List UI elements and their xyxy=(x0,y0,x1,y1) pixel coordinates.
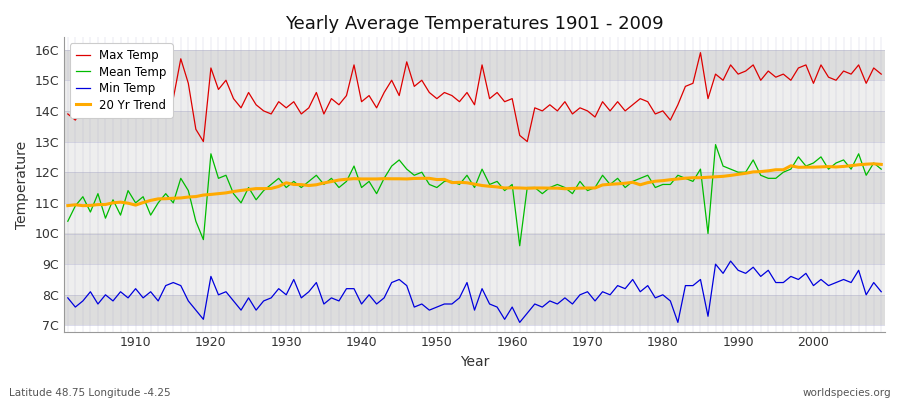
Min Temp xyxy=(605,292,616,297)
Y-axis label: Temperature: Temperature xyxy=(15,140,29,228)
Min Temp xyxy=(507,305,517,310)
Min Temp xyxy=(62,296,73,300)
20 Yr Trend xyxy=(514,186,525,190)
20 Yr Trend xyxy=(77,203,88,208)
Bar xyxy=(64,295,885,326)
Bar xyxy=(64,142,885,172)
Legend: Max Temp, Mean Temp, Min Temp, 20 Yr Trend: Max Temp, Mean Temp, Min Temp, 20 Yr Tre… xyxy=(70,43,173,118)
Mean Temp xyxy=(122,188,133,193)
Title: Yearly Average Temperatures 1901 - 2009: Yearly Average Temperatures 1901 - 2009 xyxy=(285,15,664,33)
Bar xyxy=(64,234,885,264)
20 Yr Trend xyxy=(130,203,141,208)
Bar xyxy=(64,50,885,80)
Line: Max Temp: Max Temp xyxy=(68,53,881,142)
Line: 20 Yr Trend: 20 Yr Trend xyxy=(68,164,881,206)
20 Yr Trend xyxy=(507,186,517,190)
Bar xyxy=(64,172,885,203)
Max Temp xyxy=(198,139,209,144)
Max Temp xyxy=(122,90,133,95)
Min Temp xyxy=(876,289,886,294)
Mean Temp xyxy=(507,182,517,187)
Bar xyxy=(64,111,885,142)
Mean Temp xyxy=(334,185,345,190)
Max Temp xyxy=(296,112,307,116)
Min Temp xyxy=(500,317,510,322)
20 Yr Trend xyxy=(876,162,886,167)
Mean Temp xyxy=(514,243,525,248)
Bar xyxy=(64,264,885,295)
20 Yr Trend xyxy=(341,177,352,182)
20 Yr Trend xyxy=(62,203,73,208)
Min Temp xyxy=(514,320,525,325)
Text: worldspecies.org: worldspecies.org xyxy=(803,388,891,398)
Min Temp xyxy=(725,259,736,264)
Max Temp xyxy=(605,108,616,113)
20 Yr Trend xyxy=(605,182,616,187)
Text: Latitude 48.75 Longitude -4.25: Latitude 48.75 Longitude -4.25 xyxy=(9,388,171,398)
Mean Temp xyxy=(62,219,73,224)
Max Temp xyxy=(876,72,886,76)
20 Yr Trend xyxy=(296,182,307,187)
Max Temp xyxy=(514,133,525,138)
Mean Temp xyxy=(876,167,886,172)
X-axis label: Year: Year xyxy=(460,355,490,369)
Bar xyxy=(64,80,885,111)
Mean Temp xyxy=(500,188,510,193)
Max Temp xyxy=(62,112,73,116)
Bar xyxy=(64,203,885,234)
Max Temp xyxy=(695,50,706,55)
Line: Mean Temp: Mean Temp xyxy=(68,145,881,246)
Max Temp xyxy=(507,96,517,101)
20 Yr Trend xyxy=(868,161,879,166)
Min Temp xyxy=(334,298,345,303)
Min Temp xyxy=(122,296,133,300)
Mean Temp xyxy=(288,179,299,184)
Mean Temp xyxy=(605,182,616,187)
Mean Temp xyxy=(710,142,721,147)
Min Temp xyxy=(288,277,299,282)
Max Temp xyxy=(341,93,352,98)
Line: Min Temp: Min Temp xyxy=(68,261,881,322)
